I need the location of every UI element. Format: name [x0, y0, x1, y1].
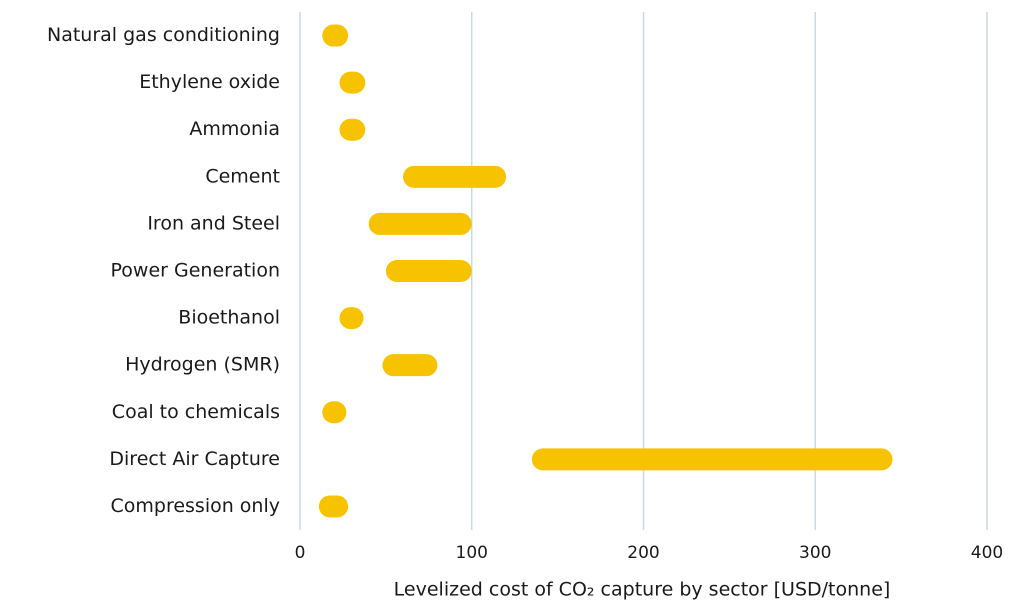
category-label: Hydrogen (SMR): [125, 354, 280, 376]
category-label: Compression only: [110, 495, 280, 517]
range-bar: [382, 354, 438, 377]
x-tick-label: 200: [627, 543, 659, 563]
range-bar: [531, 448, 893, 471]
category-label: Cement: [205, 165, 280, 187]
x-tick-label: 100: [456, 543, 488, 563]
category-label: Iron and Steel: [147, 212, 280, 234]
range-bar: [385, 260, 472, 282]
x-tick-label: 300: [799, 543, 831, 563]
range-bar: [368, 212, 472, 235]
range-bar: [318, 495, 349, 518]
category-label: Coal to chemicals: [112, 401, 280, 423]
category-label: Bioethanol: [178, 307, 280, 329]
x-tick-label: 400: [971, 543, 1003, 563]
range-bar: [403, 165, 507, 188]
category-label: Natural gas conditioning: [47, 24, 280, 46]
category-label: Ammonia: [189, 118, 280, 140]
range-bar: [322, 401, 347, 424]
category-label: Direct Air Capture: [109, 448, 280, 470]
range-bar: [339, 307, 364, 330]
category-label: Power Generation: [111, 260, 280, 282]
range-bar: [322, 24, 349, 47]
x-axis-label: Levelized cost of CO₂ capture by sector …: [394, 579, 891, 601]
x-tick-label: 0: [295, 543, 306, 563]
category-label: Ethylene oxide: [139, 71, 280, 93]
range-bar: [339, 118, 366, 141]
range-bar: [339, 71, 366, 94]
